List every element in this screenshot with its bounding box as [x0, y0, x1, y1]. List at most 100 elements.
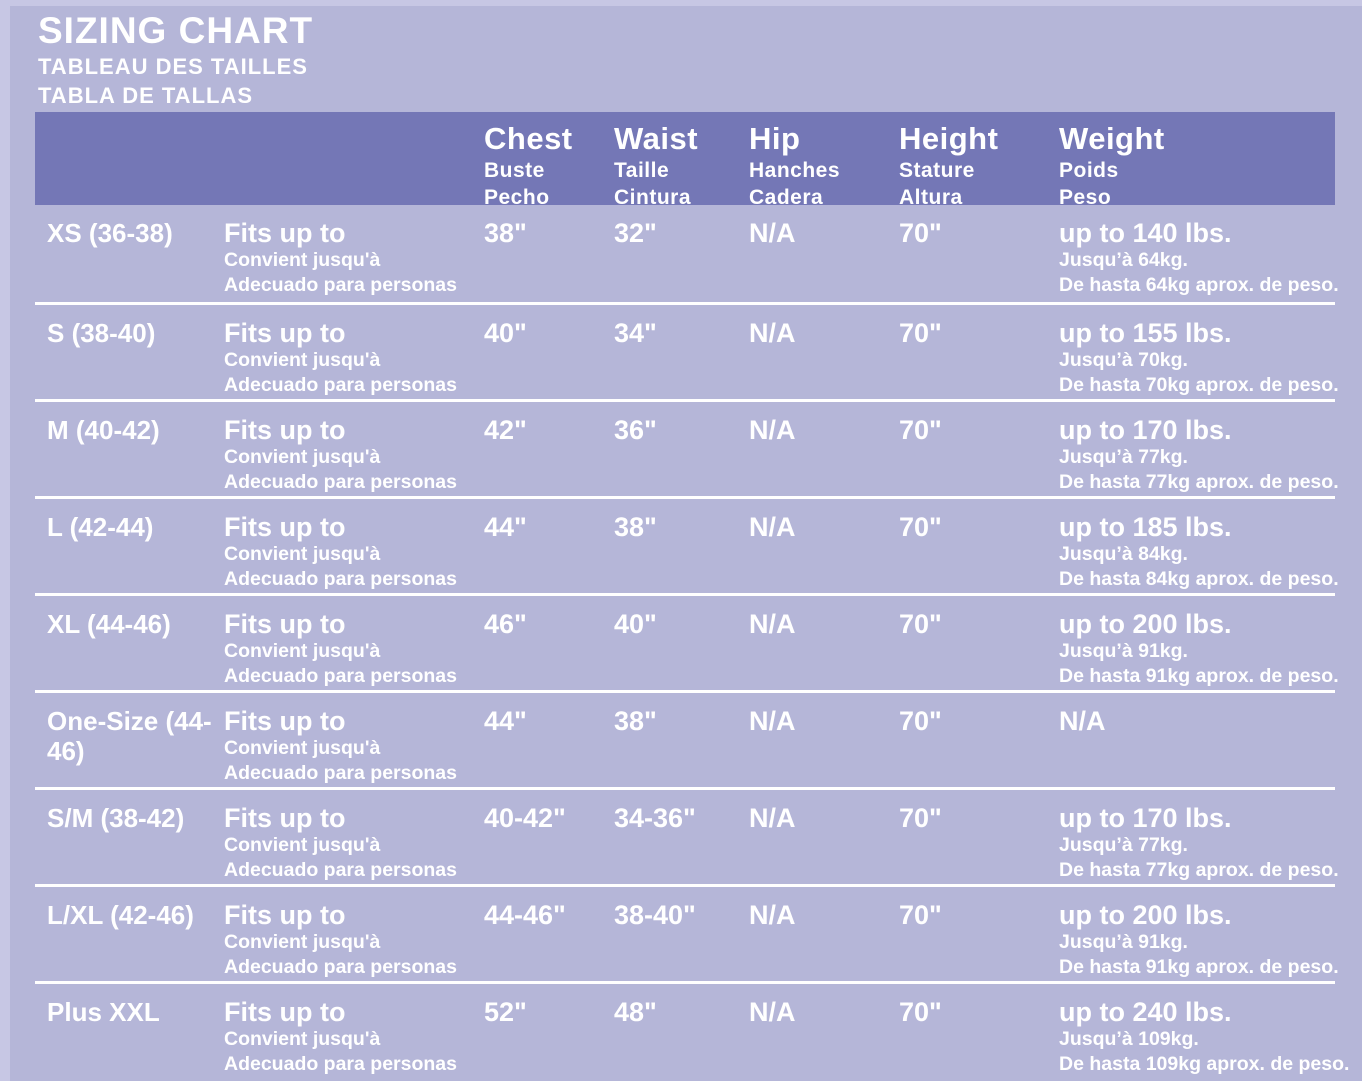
- fits-cell: Fits up to Convient jusqu'à Adecuado par…: [220, 706, 480, 787]
- fits-label-es: Adecuado para personas: [224, 274, 457, 296]
- fits-label-fr: Convient jusqu'à: [224, 834, 381, 856]
- height-value: 70": [899, 218, 942, 248]
- table-row-s: S (38-40) Fits up to Convient jusqu'à Ad…: [35, 302, 1339, 399]
- table-row-xl: XL (44-46) Fits up to Convient jusqu'à A…: [35, 593, 1339, 690]
- weight-value: up to 240 lbs.: [1059, 997, 1232, 1027]
- fits-label-fr: Convient jusqu'à: [224, 1028, 381, 1050]
- table-body: XS (36-38) Fits up to Convient jusqu'à A…: [35, 205, 1350, 1081]
- table-row-sm: S/M (38-42) Fits up to Convient jusqu'à …: [35, 787, 1339, 884]
- fits-cell: Fits up to Convient jusqu'à Adecuado par…: [220, 900, 480, 981]
- weight-value: up to 155 lbs.: [1059, 318, 1232, 348]
- chest-value: 40-42": [484, 803, 566, 833]
- header-waist-en: Waist: [614, 121, 699, 156]
- fits-label-fr: Convient jusqu'à: [224, 446, 381, 468]
- waist-value: 48": [614, 997, 657, 1027]
- hip-value: N/A: [749, 218, 796, 248]
- chest-value: 44-46": [484, 900, 566, 930]
- hip-value: N/A: [749, 318, 796, 348]
- header-chest-fr: Buste: [484, 159, 545, 182]
- header-chest: Chest Buste Pecho: [480, 121, 610, 211]
- chest-value: 40": [484, 318, 527, 348]
- chest-value: 44": [484, 512, 527, 542]
- weight-value-es: De hasta 84kg aprox. de peso.: [1059, 568, 1339, 590]
- fits-label-en: Fits up to: [224, 803, 346, 833]
- waist-value: 34": [614, 318, 657, 348]
- fits-label-es: Adecuado para personas: [224, 956, 457, 978]
- fits-label-en: Fits up to: [224, 218, 346, 248]
- header-hip-fr: Hanches: [749, 159, 841, 182]
- size-label: S/M (38-42): [47, 803, 185, 833]
- header-weight-fr: Poids: [1059, 159, 1119, 182]
- header-height-fr: Stature: [899, 159, 975, 182]
- waist-value: 38": [614, 512, 657, 542]
- weight-value-fr: Jusqu’à 109kg.: [1059, 1028, 1199, 1050]
- header-chest-es: Pecho: [484, 186, 550, 209]
- hip-value: N/A: [749, 997, 796, 1027]
- fits-label-fr: Convient jusqu'à: [224, 349, 381, 371]
- header-height-en: Height: [899, 121, 999, 156]
- waist-value: 40": [614, 609, 657, 639]
- header-chest-en: Chest: [484, 121, 573, 156]
- fits-label-fr: Convient jusqu'à: [224, 737, 381, 759]
- hip-value: N/A: [749, 803, 796, 833]
- fits-cell: Fits up to Convient jusqu'à Adecuado par…: [220, 218, 480, 302]
- fits-label-en: Fits up to: [224, 415, 346, 445]
- page-title-fr: TABLEAU DES TAILLES: [38, 54, 308, 79]
- waist-value: 32": [614, 218, 657, 248]
- fits-label-en: Fits up to: [224, 318, 346, 348]
- height-value: 70": [899, 803, 942, 833]
- fits-label-es: Adecuado para personas: [224, 374, 457, 396]
- weight-value-es: De hasta 77kg aprox. de peso.: [1059, 471, 1339, 493]
- size-label: Plus XXL: [47, 997, 160, 1027]
- weight-value-es: De hasta 91kg aprox. de peso.: [1059, 665, 1339, 687]
- height-value: 70": [899, 512, 942, 542]
- weight-value-es: De hasta 70kg aprox. de peso.: [1059, 374, 1339, 396]
- fits-label-en: Fits up to: [224, 609, 346, 639]
- weight-value-es: De hasta 109kg aprox. de peso.: [1059, 1053, 1350, 1075]
- hip-value: N/A: [749, 706, 796, 736]
- hip-value: N/A: [749, 609, 796, 639]
- table-header-row: Chest Buste Pecho Waist Taille Cintura H…: [35, 112, 1335, 209]
- page-title: SIZING CHART: [38, 10, 314, 51]
- table-row-m: M (40-42) Fits up to Convient jusqu'à Ad…: [35, 399, 1339, 496]
- weight-value: up to 170 lbs.: [1059, 803, 1232, 833]
- weight-value-es: De hasta 77kg aprox. de peso.: [1059, 859, 1339, 881]
- header-weight-es: Peso: [1059, 186, 1112, 209]
- weight-cell: up to 185 lbs. Jusqu’à 84kg. De hasta 84…: [1055, 512, 1339, 593]
- table-row-xs: XS (36-38) Fits up to Convient jusqu'à A…: [35, 205, 1339, 302]
- fits-label-en: Fits up to: [224, 900, 346, 930]
- height-value: 70": [899, 318, 942, 348]
- hip-value: N/A: [749, 415, 796, 445]
- weight-value-fr: Jusqu’à 91kg.: [1059, 640, 1188, 662]
- size-label: L (42-44): [47, 512, 154, 542]
- hip-value: N/A: [749, 512, 796, 542]
- weight-cell: up to 170 lbs. Jusqu’à 77kg. De hasta 77…: [1055, 803, 1339, 884]
- fits-label-fr: Convient jusqu'à: [224, 640, 381, 662]
- weight-value: up to 140 lbs.: [1059, 218, 1232, 248]
- weight-value-fr: Jusqu’à 70kg.: [1059, 349, 1188, 371]
- weight-cell: up to 140 lbs. Jusqu’à 64kg. De hasta 64…: [1055, 218, 1339, 302]
- weight-value: up to 200 lbs.: [1059, 609, 1232, 639]
- chest-value: 42": [484, 415, 527, 445]
- header-hip-en: Hip: [749, 121, 801, 156]
- fits-cell: Fits up to Convient jusqu'à Adecuado par…: [220, 803, 480, 884]
- chest-value: 46": [484, 609, 527, 639]
- size-label: S (38-40): [47, 318, 156, 348]
- weight-value: up to 185 lbs.: [1059, 512, 1232, 542]
- header-waist: Waist Taille Cintura: [610, 121, 745, 211]
- fits-label-fr: Convient jusqu'à: [224, 543, 381, 565]
- height-value: 70": [899, 900, 942, 930]
- weight-cell: up to 170 lbs. Jusqu’à 77kg. De hasta 77…: [1055, 415, 1339, 496]
- header-spacer-fits: [220, 121, 480, 211]
- header-weight-en: Weight: [1059, 121, 1165, 156]
- size-label: One-Size (44-46): [47, 706, 212, 766]
- fits-cell: Fits up to Convient jusqu'à Adecuado par…: [220, 415, 480, 496]
- fits-label-es: Adecuado para personas: [224, 859, 457, 881]
- weight-value-es: De hasta 64kg aprox. de peso.: [1059, 274, 1339, 296]
- waist-value: 34-36": [614, 803, 696, 833]
- waist-value: 36": [614, 415, 657, 445]
- weight-cell: up to 240 lbs. Jusqu’à 109kg. De hasta 1…: [1055, 997, 1350, 1081]
- header-height-es: Altura: [899, 186, 963, 209]
- waist-value: 38": [614, 706, 657, 736]
- table-row-one-size: One-Size (44-46) Fits up to Convient jus…: [35, 690, 1335, 787]
